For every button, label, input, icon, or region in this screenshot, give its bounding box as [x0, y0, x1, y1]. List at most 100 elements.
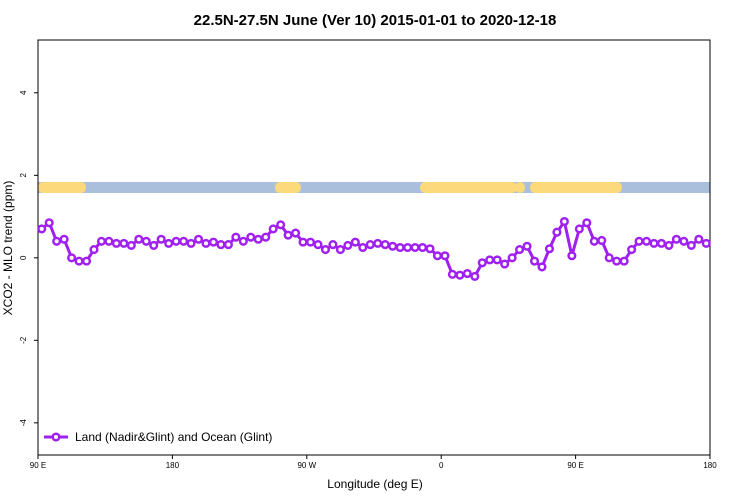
data-point — [268, 224, 278, 234]
x-tick-label: 180 — [166, 461, 180, 470]
data-point — [440, 251, 450, 261]
data-point — [395, 242, 405, 253]
data-point — [141, 236, 151, 246]
data-point — [649, 238, 659, 248]
data-point — [671, 234, 681, 244]
data-point — [37, 224, 47, 234]
data-point — [537, 262, 547, 272]
x-tick-label: 90 E — [567, 461, 583, 470]
data-point — [597, 235, 607, 246]
data-point — [164, 238, 174, 248]
data-point — [522, 241, 532, 251]
data-point — [634, 236, 644, 246]
data-point — [216, 240, 226, 250]
data-point — [612, 256, 622, 266]
plot-frame — [37, 39, 711, 456]
data-point — [119, 238, 129, 248]
data-point — [559, 216, 569, 227]
data-point — [193, 234, 204, 244]
y-tick-label: -4 — [19, 419, 28, 427]
data-point — [417, 242, 428, 253]
data-point — [641, 236, 652, 246]
data-point — [238, 236, 248, 246]
data-point — [656, 238, 667, 248]
x-tick-label: 90 W — [297, 461, 316, 470]
data-point — [425, 244, 435, 254]
data-point — [589, 236, 599, 246]
data-point — [552, 227, 562, 237]
data-point — [223, 240, 233, 250]
data-point — [358, 242, 368, 253]
data-point — [567, 251, 577, 261]
x-tick-label: 180 — [703, 461, 717, 470]
data-point — [313, 240, 323, 250]
data-point — [208, 237, 219, 247]
y-tick-label: 4 — [19, 90, 28, 95]
data-point — [627, 245, 637, 255]
map-ocean — [38, 182, 710, 193]
data-point — [328, 240, 338, 250]
data-point — [388, 241, 398, 251]
data-point — [544, 244, 555, 254]
data-point — [156, 234, 166, 244]
data-point — [171, 236, 181, 246]
x-axis-label: Longitude (deg E) — [327, 477, 422, 491]
data-point — [81, 256, 92, 266]
data-point — [320, 245, 331, 255]
data-point — [231, 232, 241, 242]
data-point — [492, 255, 502, 265]
data-point — [276, 220, 286, 230]
data-point — [432, 251, 443, 261]
data-point — [104, 236, 114, 246]
data-point — [111, 238, 121, 248]
data-point — [149, 240, 159, 250]
data-point — [529, 256, 540, 266]
data-point — [500, 259, 510, 269]
data-point — [59, 234, 69, 244]
data-point — [403, 242, 413, 253]
data-point — [507, 253, 517, 263]
data-point — [604, 253, 614, 263]
data-point — [201, 238, 211, 248]
data-point — [44, 218, 54, 228]
data-point — [582, 218, 592, 228]
y-tick-label: 2 — [19, 173, 28, 178]
data-point — [686, 240, 696, 250]
x-tick-label: 0 — [439, 461, 444, 470]
data-point — [365, 240, 375, 250]
data-point — [679, 236, 689, 246]
map-land — [515, 182, 525, 193]
data-point — [343, 240, 353, 250]
data-point — [134, 234, 144, 244]
data-point — [246, 232, 256, 242]
data-point — [67, 253, 77, 263]
data-point — [664, 240, 674, 250]
data-point — [410, 242, 420, 253]
data-point — [335, 245, 345, 255]
data-point — [89, 245, 99, 255]
map-land — [38, 182, 86, 193]
y-axis-label: XCO2 - MLO trend (ppm) — [1, 181, 15, 316]
data-point — [52, 236, 62, 246]
data-point — [455, 270, 465, 280]
data-point — [74, 256, 84, 266]
data-point — [253, 234, 263, 244]
data-point — [701, 238, 711, 248]
data-point — [462, 268, 472, 279]
data-point — [261, 232, 271, 242]
data-point — [373, 238, 383, 248]
y-tick-label: -2 — [19, 336, 28, 344]
series-line — [40, 217, 707, 279]
data-point — [619, 256, 629, 266]
data-point — [291, 228, 301, 238]
data-point — [485, 255, 495, 265]
data-point — [96, 236, 107, 246]
x-tick-label: 90 E — [30, 461, 46, 470]
map-land — [275, 182, 301, 193]
map-land — [420, 182, 517, 193]
legend-marker — [51, 432, 61, 442]
data-point — [447, 269, 457, 279]
data-point — [283, 230, 293, 240]
data-point — [186, 238, 196, 248]
